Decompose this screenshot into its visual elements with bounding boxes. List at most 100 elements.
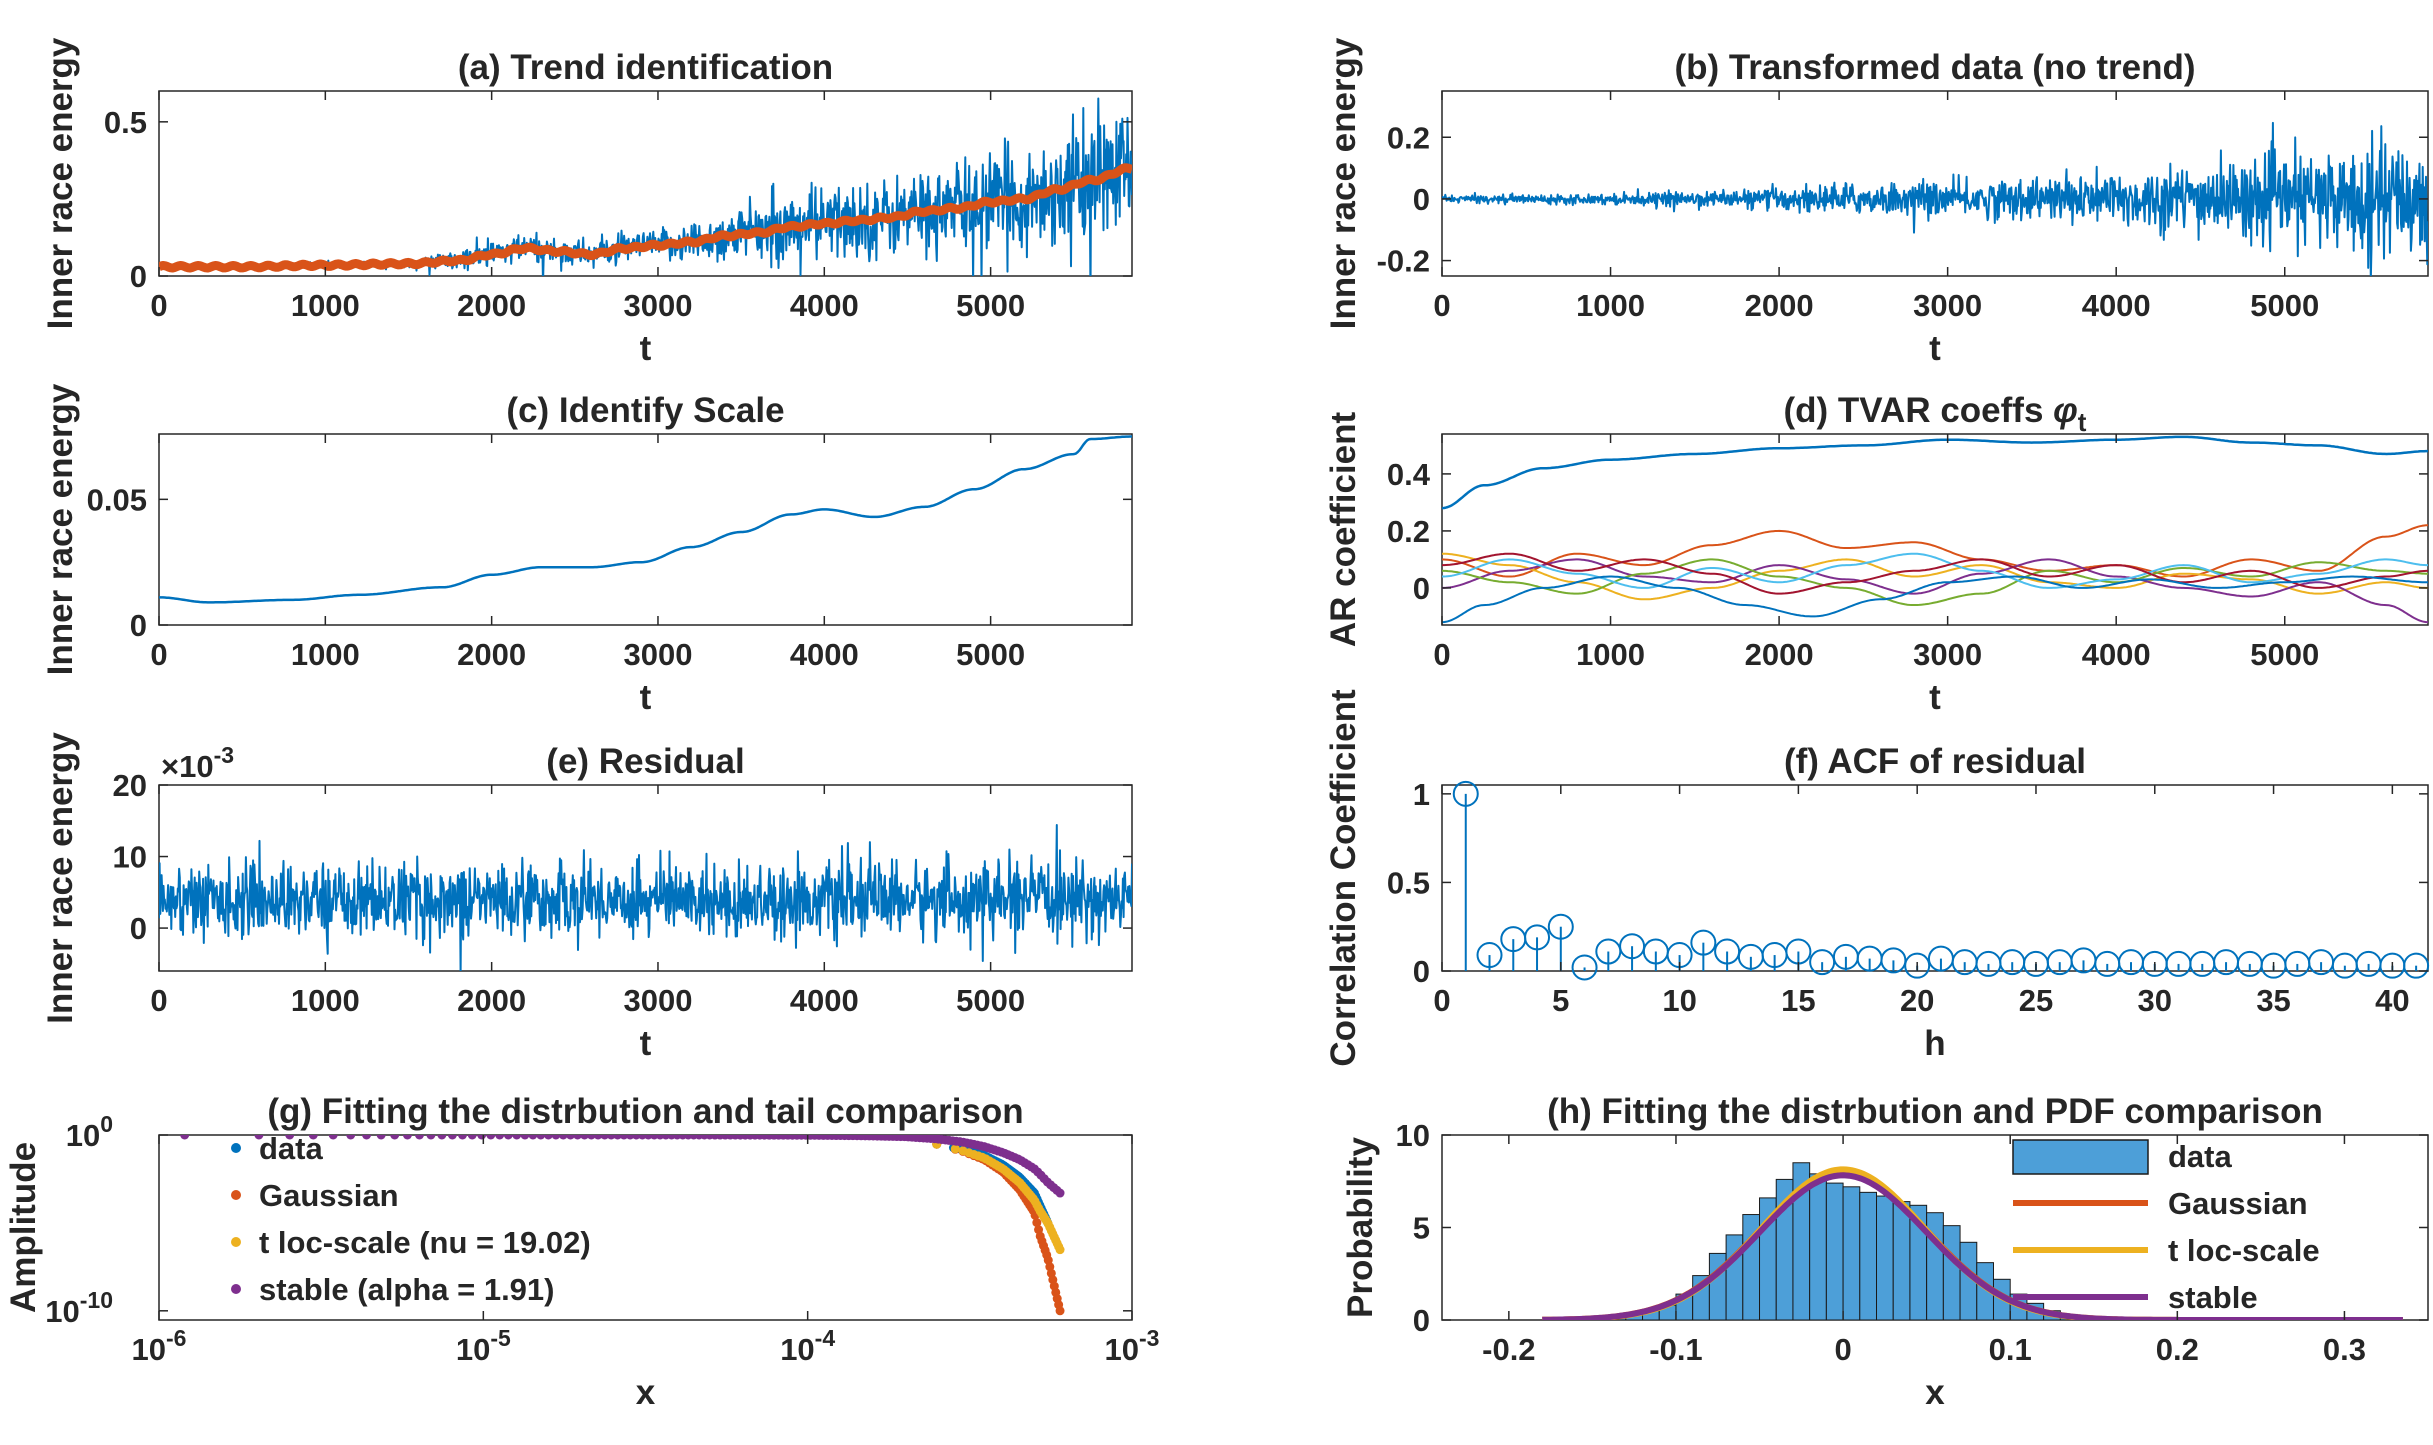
y-tick-label: 10 bbox=[1396, 1118, 1430, 1153]
legend-marker bbox=[231, 1284, 241, 1294]
point-stable bbox=[426, 1135, 436, 1140]
x-tick-label: 0 bbox=[150, 637, 167, 672]
panel-f: 0 5 10 15 20 25 30 35 40 0 0.5 1 (f) ACF of residual… bbox=[1324, 689, 2430, 1067]
x-tick-label: 0.3 bbox=[2323, 1332, 2366, 1367]
x-tick-label: 1000 bbox=[291, 983, 360, 1018]
x-tick-label: -0.2 bbox=[1482, 1332, 1535, 1367]
legend-patch bbox=[2012, 1139, 2149, 1175]
x-axis-label-a: t bbox=[640, 329, 652, 368]
axes-box-c bbox=[158, 433, 1133, 626]
plot-area-b bbox=[1442, 121, 2428, 276]
y-tick-label: 0 bbox=[1413, 182, 1430, 217]
x-tick-label: 4000 bbox=[790, 288, 859, 323]
x-tick-label: 4000 bbox=[2082, 288, 2151, 323]
legend-label: t loc-scale (nu = 19.02) bbox=[259, 1225, 591, 1260]
series-d-phi5 bbox=[1442, 558, 2428, 606]
x-tick-label: 0 bbox=[1433, 288, 1450, 323]
series-d-phi7 bbox=[1442, 552, 2428, 595]
y-tick-label: 0.05 bbox=[87, 482, 147, 517]
acf-marker bbox=[2403, 952, 2430, 979]
x-tick-label: 2000 bbox=[457, 637, 526, 672]
point-stable bbox=[477, 1135, 487, 1140]
x-tick-label: 40 bbox=[2375, 983, 2409, 1018]
x-tick-label: 3000 bbox=[623, 288, 692, 323]
acf-marker bbox=[1476, 942, 1503, 969]
x-tick-label: 5 bbox=[1552, 983, 1569, 1018]
point-stable bbox=[558, 1135, 568, 1140]
x-tick-label: 5000 bbox=[2250, 288, 2319, 323]
x-tick-label: 2000 bbox=[457, 983, 526, 1018]
x-tick-label: 5000 bbox=[2250, 637, 2319, 672]
panel-e: 0 1000 2000 3000 4000 5000 0 10 20 ×10-3 (e) Resid… bbox=[41, 732, 1133, 1063]
point-stable bbox=[586, 1135, 596, 1140]
y-tick-label: 0.2 bbox=[1387, 514, 1430, 549]
chart-title-f: (f) ACF of residual bbox=[1784, 742, 2086, 781]
hist-bar bbox=[1842, 1186, 1861, 1320]
plot-area-c bbox=[159, 435, 1132, 604]
panel-h: -0.2 -0.1 0 0.1 0.2 0.3 0 5 10 (h) Fitting the di… bbox=[1341, 1092, 2429, 1412]
acf-marker bbox=[1547, 913, 1574, 940]
y-tick-label: 10 bbox=[113, 840, 147, 875]
hist-bar bbox=[1892, 1201, 1911, 1320]
acf-marker bbox=[1524, 924, 1551, 951]
point-stable bbox=[580, 1135, 590, 1140]
y-exponent-label: ×10-3 bbox=[161, 742, 234, 784]
x-axis-label-f: h bbox=[1924, 1024, 1945, 1063]
series-d-phi6 bbox=[1442, 552, 2428, 589]
legend-marker bbox=[231, 1143, 241, 1153]
point-stable bbox=[180, 1135, 190, 1140]
x-tick-label: 3000 bbox=[623, 637, 692, 672]
x-tick-label: 10-4 bbox=[780, 1325, 835, 1367]
panel-b: 0 1000 2000 3000 4000 5000-0.200.2(b) Transfo… bbox=[1324, 37, 2429, 368]
y-tick-label: -0.2 bbox=[1377, 244, 1430, 279]
x-tick-label: 1000 bbox=[291, 288, 360, 323]
legend-label: Gaussian bbox=[259, 1178, 399, 1213]
legend-label: stable bbox=[2168, 1280, 2258, 1315]
point-stable bbox=[520, 1135, 530, 1140]
y-tick-label: 0 bbox=[1413, 954, 1430, 989]
x-tick-label: 0 bbox=[1433, 983, 1450, 1018]
x-tick-label: 4000 bbox=[790, 637, 859, 672]
y-axis-label-d: AR coefficient bbox=[1324, 412, 1363, 648]
series-c-scale bbox=[159, 435, 1132, 604]
plot-area-e bbox=[159, 824, 1132, 971]
series-b-data bbox=[1442, 121, 2428, 276]
y-tick-label: 0.5 bbox=[1387, 865, 1430, 900]
y-tick-label: 20 bbox=[113, 768, 147, 803]
y-tick-label: 100 bbox=[66, 1111, 113, 1153]
pdf-curve-stable bbox=[1542, 1172, 2403, 1320]
x-axis-label-b: t bbox=[1929, 329, 1941, 368]
point-stable bbox=[346, 1135, 356, 1140]
chart-title-a: (a) Trend identification bbox=[458, 48, 833, 87]
point-stable bbox=[503, 1135, 513, 1140]
point-stable bbox=[402, 1135, 412, 1140]
point-stable bbox=[308, 1135, 318, 1140]
point-Gaussian bbox=[1055, 1306, 1065, 1316]
x-axis-label-h: x bbox=[1925, 1373, 1945, 1412]
hist-bar bbox=[1809, 1173, 1827, 1320]
x-tick-label: 0 bbox=[150, 288, 167, 323]
plot-area-h bbox=[1542, 1162, 2403, 1320]
x-tick-label: 10 bbox=[1662, 983, 1696, 1018]
chart-title-e: (e) Residual bbox=[546, 742, 744, 781]
y-tick-label: 5 bbox=[1413, 1211, 1430, 1246]
point-stable bbox=[536, 1135, 546, 1140]
x-tick-label: 30 bbox=[2138, 983, 2172, 1018]
y-tick-label: 0.5 bbox=[104, 105, 147, 140]
x-tick-label: 0.2 bbox=[2156, 1332, 2199, 1367]
y-axis-label-b: Inner race energy bbox=[1324, 37, 1363, 329]
acf-marker bbox=[1452, 780, 1479, 807]
point-t bbox=[1055, 1245, 1065, 1255]
point-stable bbox=[390, 1135, 400, 1140]
y-axis-label-f: Correlation Coefficient bbox=[1324, 689, 1363, 1067]
point-Gaussian bbox=[1032, 1218, 1042, 1228]
x-tick-label: 1000 bbox=[1576, 288, 1645, 323]
y-axis-label-c: Inner race energy bbox=[41, 383, 80, 675]
legend-label: data bbox=[259, 1131, 324, 1166]
plot-area-d bbox=[1442, 435, 2428, 624]
x-tick-label: 20 bbox=[1900, 983, 1934, 1018]
x-tick-label: 2000 bbox=[1745, 637, 1814, 672]
y-axis-label-g: Amplitude bbox=[4, 1142, 43, 1313]
point-stable bbox=[376, 1135, 386, 1140]
